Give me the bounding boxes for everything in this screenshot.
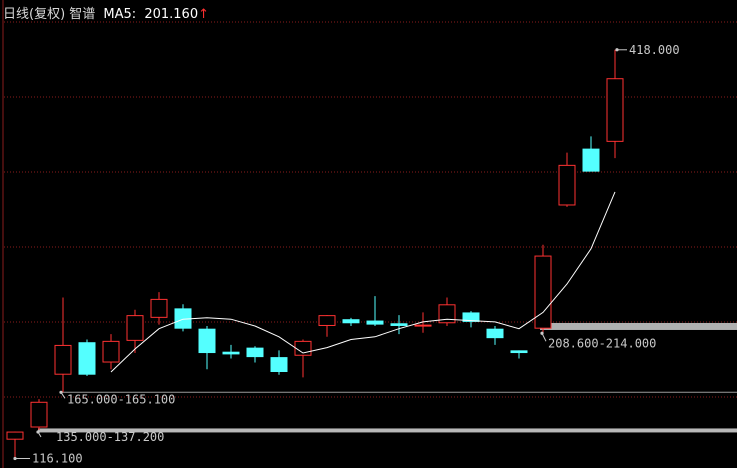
candle-18 [438,297,456,326]
candle-body-6 [150,298,168,318]
level-band-208 [540,322,737,330]
candle-0 [6,431,24,459]
reference-lines [38,322,737,433]
ma5-label: MA5: [103,7,137,22]
label-level-135-dot [36,430,40,434]
candles [6,49,624,459]
candle-19 [462,311,480,328]
candle-body-0 [6,431,24,440]
candle-1 [30,399,48,430]
candle-15 [366,296,384,326]
annotations: 116.100 135.000-137.200 165.000-165.100 … [13,43,680,466]
candle-body-3 [78,342,96,375]
candle-7 [174,304,192,332]
candle-body-8 [198,328,216,354]
candle-8 [198,325,216,370]
level-band-135 [38,428,737,433]
candle-body-23 [558,164,576,206]
candle-body-13 [318,315,336,326]
candle-10 [246,346,264,363]
candle-4 [102,334,120,370]
label-level-165-dot [59,390,63,394]
label-low-116-dot [13,456,17,461]
label-high-418: 418.000 [629,43,680,57]
candle-body-22 [534,255,552,329]
candle-22 [534,244,552,334]
candle-6 [150,292,168,325]
ma5-value: 201.160 [144,7,199,22]
candle-body-5 [126,315,144,341]
candle-body-14 [342,319,360,324]
candle-body-19 [462,312,480,322]
candle-body-24 [582,148,600,172]
candle-16 [390,315,408,335]
label-level-208: 208.600-214.000 [548,336,656,350]
candle-body-4 [102,340,120,363]
candle-body-25 [606,78,624,142]
candle-13 [318,315,336,337]
candle-body-18 [438,304,456,324]
candle-body-17 [414,324,432,327]
label-low-116: 116.100 [32,452,83,466]
candle-20 [486,325,504,345]
candle-17 [414,312,432,333]
label-high-418-dot [615,48,619,52]
candle-25 [606,49,624,159]
candle-body-1 [30,401,48,428]
candle-body-9 [222,351,240,355]
candle-body-7 [174,308,192,329]
candle-body-11 [270,357,288,372]
candle-11 [270,350,288,375]
candle-23 [558,152,576,207]
candle-body-16 [390,323,408,326]
candle-body-20 [486,328,504,339]
candle-21 [510,350,528,359]
chart-title: 日线(复权) 智谱 [3,7,96,22]
ma5-line [110,191,616,373]
candle-body-15 [366,320,384,325]
candle-14 [342,317,360,326]
candle-body-21 [510,350,528,354]
candle-2 [54,297,72,393]
candle-5 [126,309,144,354]
candle-body-2 [54,344,72,375]
candle-24 [582,136,600,172]
candle-3 [78,339,96,377]
chart-header: 日线(复权) 智谱 MA5: 201.160↑ [3,3,209,22]
candle-body-10 [246,347,264,358]
label-level-165: 165.000-165.100 [67,392,175,406]
ma5-layer [110,191,616,373]
label-level-208-dot [540,331,544,335]
ma5-up-arrow-icon: ↑ [198,7,209,22]
candle-9 [222,344,240,359]
label-level-135: 135.000-137.200 [56,430,164,444]
candle-12 [294,339,312,378]
